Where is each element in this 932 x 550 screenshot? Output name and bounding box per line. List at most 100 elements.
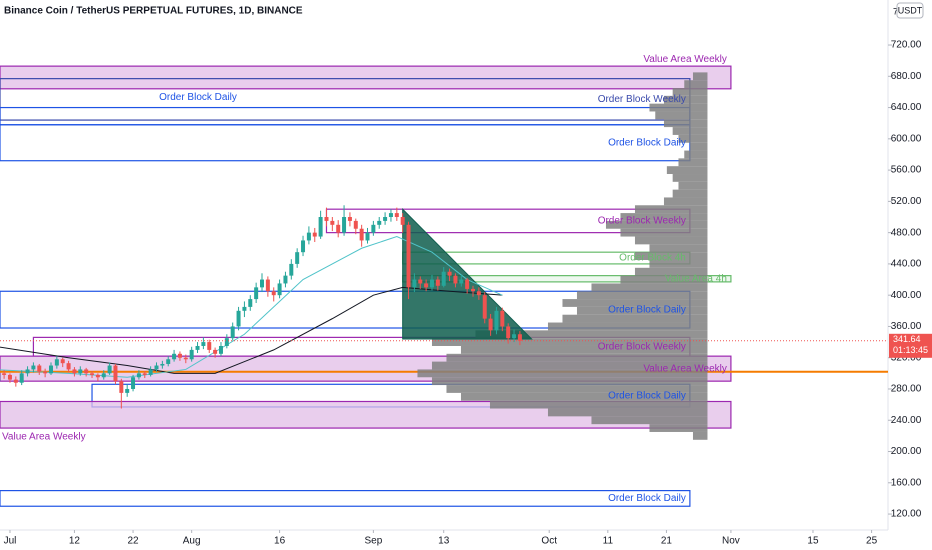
volume-bar (649, 103, 708, 112)
candle-body (377, 220, 382, 225)
candle-body (142, 373, 147, 375)
candle-body (189, 349, 194, 360)
x-tick-label: 21 (661, 536, 673, 547)
candle-body (218, 345, 223, 354)
candle-body (148, 369, 153, 375)
chart-title: Binance Coin / TetherUS PERPETUAL FUTURE… (4, 6, 303, 17)
y-tick-label: 640.00 (891, 102, 922, 113)
candle-body (31, 365, 36, 370)
zone-label: Order Block 4h (619, 253, 686, 264)
y-tick-label: 480.00 (891, 227, 922, 238)
candle-body (242, 306, 247, 311)
candle-body (406, 224, 411, 288)
x-tick-label: 16 (274, 536, 286, 547)
zone (0, 106, 691, 126)
candle-body (230, 326, 235, 339)
zone-label: Order Block Weekly (598, 94, 686, 105)
candle-body (424, 283, 429, 288)
x-tick-label: Aug (183, 536, 201, 547)
candle-body (447, 271, 452, 276)
candle-body (277, 283, 282, 296)
y-tick-label: 680.00 (891, 71, 922, 82)
zone-label: Value Area 4h (665, 273, 727, 284)
candle-body (95, 374, 100, 378)
shapes-layer (0, 207, 533, 378)
candle-body (113, 365, 118, 382)
volume-bar (678, 181, 708, 190)
volume-bar (692, 431, 708, 440)
candle-body (435, 279, 440, 286)
price-axis-bg (888, 0, 932, 550)
labels-layer: Value Area Weekly Order Block Weekly Order… (2, 54, 727, 504)
candle-body (131, 377, 136, 389)
volume-bar (634, 236, 708, 245)
candle-body (136, 373, 141, 378)
candle-body (260, 279, 265, 288)
candle-body (347, 217, 352, 221)
candle-body (318, 217, 323, 237)
volume-bar (684, 80, 708, 89)
candle-body (254, 287, 259, 300)
candle-body (441, 271, 446, 286)
candle-body (336, 224, 341, 233)
candle-body (295, 252, 300, 264)
candle-body (418, 279, 423, 284)
candle-body (172, 353, 177, 360)
candle-body (289, 263, 294, 276)
x-tick-label: Nov (722, 536, 740, 547)
volume-bar (649, 259, 708, 268)
candle-body (7, 374, 12, 380)
candle-body (2, 373, 7, 375)
y-tick-label: 200.00 (891, 446, 922, 457)
candle-body (512, 334, 517, 339)
volume-bar (591, 283, 708, 292)
candle-body (324, 217, 329, 221)
candle-body (453, 275, 458, 284)
zone-label: Order Block Daily (159, 92, 237, 103)
candle-body (107, 365, 112, 374)
countdown-label: 01:13:45 (893, 345, 928, 355)
candle-body (400, 217, 405, 225)
moving-average (0, 236, 503, 378)
zone (0, 490, 691, 507)
candle-body (183, 357, 188, 360)
zone (0, 124, 691, 162)
x-tick-label: Oct (541, 536, 557, 547)
candle-body (60, 359, 65, 364)
volume-bar (663, 197, 708, 206)
candle-body (207, 342, 212, 350)
candle-body (195, 345, 200, 350)
candle-body (394, 213, 399, 218)
currency-label: USDT (898, 5, 923, 15)
y-tick-label: 440.00 (891, 259, 922, 270)
candle-body (160, 363, 165, 366)
candles-layer (0, 205, 522, 409)
candle-body (388, 213, 393, 218)
x-tick-label: 13 (438, 536, 450, 547)
candle-body (265, 279, 270, 292)
volume-bar (692, 72, 708, 81)
candle-body (342, 217, 347, 233)
candle-body (459, 279, 464, 284)
volume-bar (663, 119, 708, 128)
y-tick-label: 400.00 (891, 290, 922, 301)
candle-body (471, 288, 476, 292)
candle-body (365, 232, 370, 241)
y-tick-label: 320.00 (891, 352, 922, 363)
volume-bar (431, 377, 708, 386)
y-tick-label: 280.00 (891, 384, 922, 395)
volume-bar (672, 127, 708, 135)
x-tick-label: 25 (866, 536, 878, 547)
candle-body (37, 365, 42, 372)
volume-bar (672, 174, 708, 182)
x-tick-label: Sep (364, 536, 382, 547)
y-tick-label: 560.00 (891, 165, 922, 176)
zone-label: Value Area Weekly (2, 432, 86, 443)
candle-body (119, 381, 124, 393)
candle-body (429, 279, 434, 288)
candle-body (90, 373, 95, 375)
volume-bar (649, 424, 708, 432)
volume-bar (446, 353, 708, 362)
